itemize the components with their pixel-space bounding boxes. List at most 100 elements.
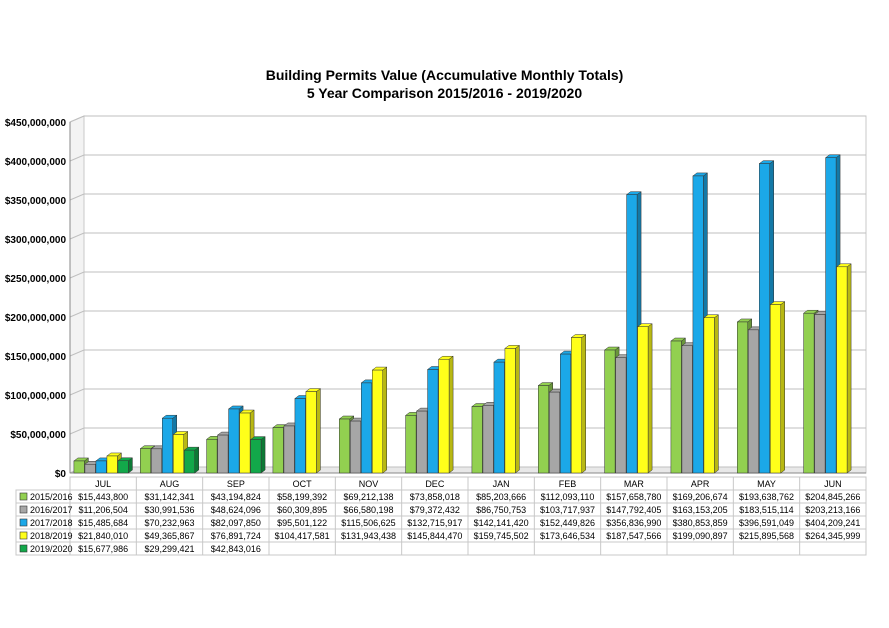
data-table-value: $15,443,800 [78,492,128,502]
data-table-value: $11,206,504 [78,505,127,515]
data-table-value: $95,501,122 [277,518,327,528]
bar-2018-2019-may [769,301,786,474]
bar-face [504,348,516,474]
legend-swatch [19,544,28,553]
bar-face [416,410,428,474]
bar-face [670,340,682,474]
bar-face [448,355,454,474]
bar-face [626,194,638,474]
chart-title: Building Permits Value (Accumulative Mon… [265,67,624,83]
data-table-value: $85,203,666 [476,492,526,502]
bar-face [803,312,815,474]
legend-swatch [19,518,28,527]
data-table-value: $396,591,049 [739,518,794,528]
bar-face [283,425,295,474]
data-table-value: $31,142,341 [144,492,194,502]
data-table-value: $173,646,534 [540,531,595,541]
legend-series-name: 2018/2019 [30,531,73,541]
bar-2018-2019-jan [504,344,521,474]
bar-2018-2019-mar [636,323,653,474]
bar-face [117,460,129,474]
x-category-label: JUN [824,479,842,489]
data-table-value: $21,840,010 [78,531,128,541]
data-table-value: $169,206,674 [673,492,728,502]
data-table-value: $199,090,897 [673,531,728,541]
legend-swatch [19,505,28,514]
bar-2018-2019-oct [305,388,322,474]
legend-series-name: 2017/2018 [30,518,73,528]
bar-face [493,361,505,474]
y-tick-label: $250,000,000 [5,274,67,285]
data-table-value: $103,717,937 [540,505,595,515]
chart-title-block: Building Permits Value (Accumulative Mon… [0,66,889,102]
bar-face [194,446,199,474]
bar-face [250,439,262,474]
bar-face [615,357,627,474]
legend-series-name: 2019/2020 [30,544,73,554]
data-table-value: $145,844,470 [407,531,462,541]
y-tick-label: $200,000,000 [5,313,67,324]
bar-face [217,434,229,474]
bar-2018-2019-dec [437,355,454,474]
x-category-label: MAY [757,479,776,489]
data-table-value: $187,547,566 [606,531,661,541]
bar-face [581,334,586,474]
data-table-value: $152,449,826 [540,518,595,528]
bar-face [737,321,748,474]
bar-face [759,163,770,474]
data-table-value: $157,658,780 [606,492,661,502]
data-table-value: $215,895,568 [739,531,794,541]
gridline [69,154,866,162]
gridline [69,193,866,201]
data-table-value: $15,485,684 [78,518,128,528]
bar-face [681,345,693,474]
data-table-value: $356,836,990 [606,518,661,528]
bar-face [382,366,387,474]
data-table-value: $159,745,502 [474,531,529,541]
bar-face [260,436,266,474]
data-table-value: $203,213,166 [805,505,860,515]
x-category-label: NOV [359,479,379,489]
gridline [69,232,866,240]
y-tick-label: $0 [55,469,67,480]
x-category-label: MAR [624,479,645,489]
bar-face [515,344,520,474]
bar-face [239,412,251,474]
bar-face [748,329,759,474]
data-table-value: $42,843,016 [211,544,261,554]
x-category-label: DEC [425,479,445,489]
bar-face [228,408,240,474]
bar-face [770,304,781,474]
legend-series-name: 2015/2016 [30,492,73,502]
data-table-value: $49,365,867 [144,531,194,541]
data-table-value: $115,506,625 [341,518,395,528]
x-category-label: JUL [95,479,111,489]
bar-face [571,337,582,474]
bar-face [339,418,350,474]
bar-face [560,353,571,474]
bar-face [206,439,218,474]
data-table-value: $15,677,986 [78,544,128,554]
side-wall [69,115,85,474]
data-table-value: $48,624,096 [211,505,261,515]
x-category-label: SEP [227,479,245,489]
data-table-value: $380,853,859 [673,518,728,528]
data-table-value: $58,199,392 [277,492,327,502]
bar-2018-2019-feb [570,334,587,474]
bar-2019-2020-aug [183,446,200,474]
data-table-value: $183,515,114 [739,505,793,515]
gridline [69,271,866,279]
data-table-value: $43,194,824 [211,492,261,502]
bar-face [316,388,321,474]
data-table-value: $131,943,438 [341,531,396,541]
bar-face [372,369,383,474]
bar-face [272,427,284,474]
data-table-value: $112,093,110 [541,492,595,502]
y-tick-label: $150,000,000 [5,352,67,363]
bar-face [482,405,494,474]
data-table-value: $82,097,850 [211,518,261,528]
data-table-value: $79,372,432 [410,505,460,515]
data-table-value: $132,715,917 [407,518,462,528]
x-category-label: FEB [559,479,577,489]
